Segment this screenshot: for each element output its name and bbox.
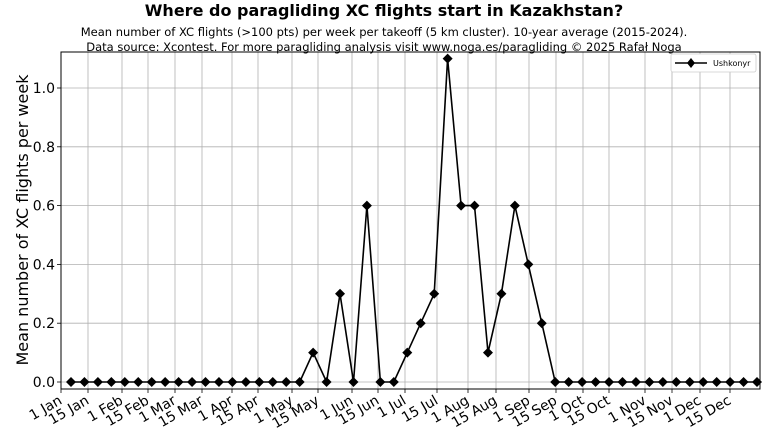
data-point-diamond-icon <box>657 377 668 387</box>
data-point-diamond-icon <box>496 288 507 299</box>
data-point-diamond-icon <box>550 377 561 387</box>
data-point-diamond-icon <box>321 377 332 387</box>
data-point-diamond-icon <box>429 288 440 299</box>
data-point-diamond-icon <box>698 377 709 387</box>
data-point-diamond-icon <box>267 377 278 387</box>
data-point-diamond-icon <box>66 377 76 387</box>
chart-title: Where do paragliding XC flights start in… <box>144 1 624 20</box>
data-point-diamond-icon <box>146 377 157 387</box>
y-tick-label: 1.0 <box>33 81 55 97</box>
legend-label: Ushkonyr <box>713 59 751 68</box>
data-point-diamond-icon <box>752 377 762 387</box>
data-point-diamond-icon <box>590 377 601 387</box>
data-point-diamond-icon <box>509 200 520 211</box>
y-tick-label: 0.6 <box>33 199 55 215</box>
data-point-diamond-icon <box>92 377 103 387</box>
data-point-diamond-icon <box>482 347 493 358</box>
data-point-diamond-icon <box>738 377 749 387</box>
data-point-diamond-icon <box>294 377 305 387</box>
data-point-diamond-icon <box>630 377 641 387</box>
y-tick-label: 0.4 <box>33 257 55 273</box>
legend-diamond-icon <box>687 58 695 68</box>
data-point-diamond-icon <box>523 259 534 270</box>
data-point-diamond-icon <box>281 377 292 387</box>
data-point-diamond-icon <box>361 200 372 211</box>
data-point-diamond-icon <box>563 377 574 387</box>
y-tick-label: 0.2 <box>33 316 55 332</box>
data-point-diamond-icon <box>106 377 117 387</box>
data-point-diamond-icon <box>187 377 198 387</box>
data-point-diamond-icon <box>469 200 480 211</box>
plot-frame <box>60 51 761 390</box>
data-point-diamond-icon <box>684 377 695 387</box>
data-point-diamond-icon <box>402 347 413 358</box>
data-point-diamond-icon <box>671 377 682 387</box>
data-point-diamond-icon <box>160 377 171 387</box>
data-point-diamond-icon <box>536 318 547 329</box>
data-point-diamond-icon <box>375 377 386 387</box>
data-point-diamond-icon <box>254 377 265 387</box>
data-point-diamond-icon <box>442 53 453 64</box>
data-point-diamond-icon <box>240 377 251 387</box>
y-axis-label: Mean number of XC flights per week <box>13 74 32 366</box>
data-point-diamond-icon <box>227 377 238 387</box>
series-line <box>71 58 757 385</box>
data-point-diamond-icon <box>456 200 467 211</box>
data-point-diamond-icon <box>308 347 319 358</box>
y-tick-label: 0.0 <box>33 375 55 391</box>
data-point-diamond-icon <box>79 377 90 387</box>
data-point-diamond-icon <box>577 377 588 387</box>
grid-lines <box>60 52 760 389</box>
data-series <box>66 53 762 387</box>
data-point-diamond-icon <box>388 377 399 387</box>
data-point-diamond-icon <box>119 377 130 387</box>
data-point-diamond-icon <box>617 377 628 387</box>
data-point-diamond-icon <box>415 318 426 329</box>
data-point-diamond-icon <box>725 377 736 387</box>
data-point-diamond-icon <box>348 377 359 387</box>
data-point-diamond-icon <box>173 377 184 387</box>
legend: Ushkonyr <box>670 53 757 73</box>
data-point-diamond-icon <box>604 377 615 387</box>
chart-subtitle-line2: Data source: Xcontest. For more paraglid… <box>86 40 682 54</box>
data-point-diamond-icon <box>335 288 346 299</box>
data-point-diamond-icon <box>711 377 722 387</box>
y-tick-label: 0.8 <box>33 140 55 156</box>
chart-subtitle-line1: Mean number of XC flights (>100 pts) per… <box>80 25 688 39</box>
data-point-diamond-icon <box>213 377 224 387</box>
data-point-diamond-icon <box>644 377 655 387</box>
data-point-diamond-icon <box>200 377 211 387</box>
data-point-diamond-icon <box>133 377 144 387</box>
